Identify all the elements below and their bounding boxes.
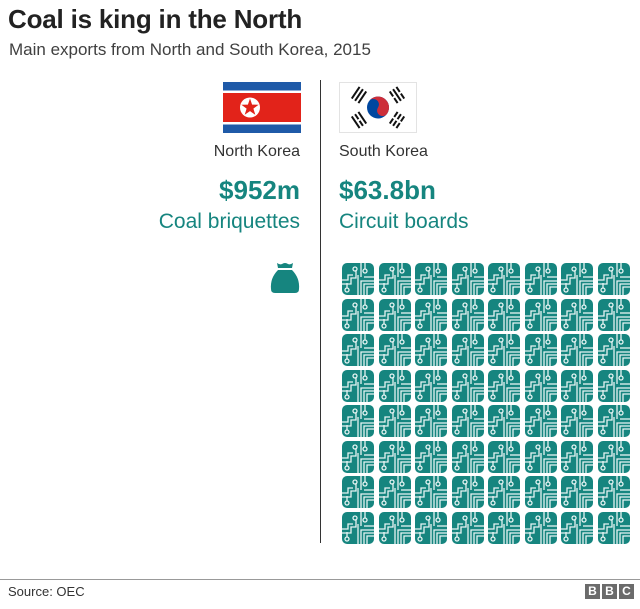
circuit-board-icon [524, 440, 557, 473]
circuit-board-icon [597, 511, 630, 544]
circuit-board-icon [597, 369, 630, 402]
circuit-board-icon [378, 476, 411, 508]
circuit-board-icon [415, 511, 447, 544]
circuit-board-icon [488, 405, 520, 437]
circuit-board-icon [342, 476, 374, 508]
circuit-board-icon [488, 440, 520, 473]
bbc-logo-letter: B [585, 584, 600, 599]
circuit-board-icon [488, 369, 520, 402]
circuit-board-icon [451, 334, 484, 366]
circuit-board-icon [342, 405, 374, 437]
circuit-board-icon [597, 476, 630, 508]
circuit-board-icon [415, 298, 447, 331]
circuit-board-icon [597, 334, 630, 366]
circuit-board-icon [342, 440, 374, 473]
circuit-board-icon [415, 405, 447, 437]
circuit-board-icon [342, 369, 374, 402]
circuit-board-icon [597, 298, 630, 331]
circuit-board-icon [561, 440, 593, 473]
circuit-board-icon [378, 511, 411, 544]
circuit-board-icon [524, 263, 557, 295]
export-value-south-korea: $63.8bn [339, 175, 436, 205]
circuit-board-icon [415, 263, 447, 295]
circuit-board-icon [488, 298, 520, 331]
circuit-board-icon [451, 298, 484, 331]
circuit-board-icon [451, 476, 484, 508]
export-product-north-korea: Coal briquettes [158, 210, 300, 233]
center-divider [320, 80, 321, 543]
circuit-board-icon [524, 405, 557, 437]
circuit-board-icon [524, 476, 557, 508]
coal-sack-icon [270, 263, 300, 293]
circuit-board-icon [561, 476, 593, 508]
circuit-board-icon [378, 405, 411, 437]
circuit-board-icon [342, 298, 374, 331]
circuit-board-icon [597, 263, 630, 295]
circuit-board-icon [451, 369, 484, 402]
circuit-board-icon [451, 405, 484, 437]
circuit-board-icon [378, 369, 411, 402]
circuit-board-icon [524, 511, 557, 544]
circuit-board-icon [524, 298, 557, 331]
country-label-north-korea: North Korea [213, 143, 300, 160]
circuit-board-icon [561, 405, 593, 437]
chart-title: Coal is king in the North [8, 4, 303, 34]
chart-subtitle: Main exports from North and South Korea,… [9, 40, 371, 59]
country-label-south-korea: South Korea [339, 143, 428, 160]
export-product-south-korea: Circuit boards [339, 210, 469, 233]
south-korea-flag-icon [339, 82, 417, 133]
circuit-board-icon [524, 334, 557, 366]
source-note: Source: OEC [8, 584, 85, 599]
circuit-board-icon [561, 263, 593, 295]
circuit-board-icon [342, 511, 374, 544]
circuit-board-icon [451, 511, 484, 544]
circuit-board-icon [415, 476, 447, 508]
circuit-board-icon [415, 440, 447, 473]
bbc-logo-letter: B [602, 584, 617, 599]
bbc-logo-letter: C [619, 584, 634, 599]
north-korea-flag-icon [223, 82, 301, 133]
bbc-logo: B B C [585, 584, 634, 599]
circuit-board-icon [597, 440, 630, 473]
circuit-board-icon [342, 263, 374, 295]
export-value-north-korea: $952m [219, 175, 300, 205]
circuit-board-icon [378, 440, 411, 473]
circuit-board-icon [378, 263, 411, 295]
circuit-board-icon [561, 298, 593, 331]
circuit-board-icon [415, 334, 447, 366]
circuit-board-icon [378, 298, 411, 331]
circuit-board-icon [415, 369, 447, 402]
circuit-board-icon [451, 263, 484, 295]
circuit-board-icon [597, 405, 630, 437]
circuit-board-icon [561, 511, 593, 544]
footer-divider [0, 579, 640, 580]
circuit-board-icon [561, 369, 593, 402]
circuit-board-icon [524, 369, 557, 402]
circuit-board-icon [488, 334, 520, 366]
circuit-board-icon [451, 440, 484, 473]
circuit-board-icon [561, 334, 593, 366]
circuit-board-icon [488, 476, 520, 508]
circuit-board-icon [342, 334, 374, 366]
circuit-board-grid [342, 263, 632, 544]
circuit-board-icon [488, 511, 520, 544]
circuit-board-icon [378, 334, 411, 366]
circuit-board-icon [488, 263, 520, 295]
